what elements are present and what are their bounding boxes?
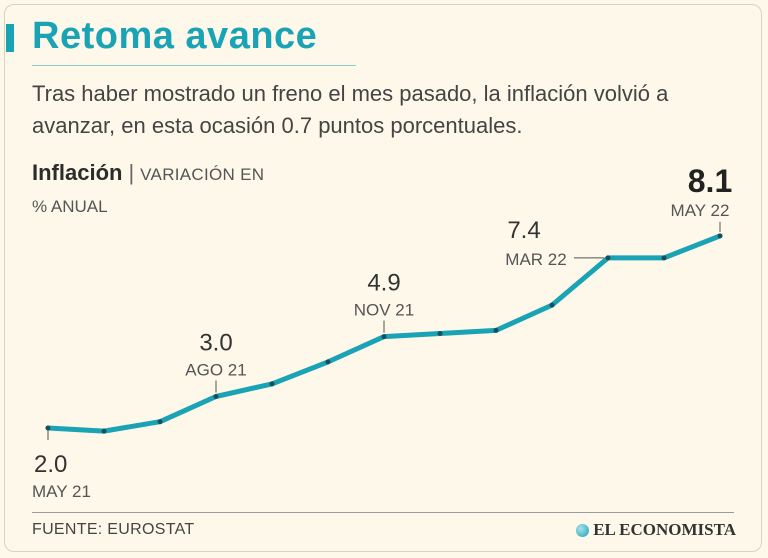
data-point xyxy=(269,381,275,387)
data-point xyxy=(661,255,667,261)
logo-icon xyxy=(576,523,590,537)
annotation-value: 3.0 xyxy=(199,330,232,357)
footer-divider xyxy=(32,512,734,513)
data-point xyxy=(493,327,499,333)
annotation-value-highlight: 8.1 xyxy=(688,163,732,199)
data-point xyxy=(45,425,51,431)
data-point xyxy=(605,255,611,261)
chart-units-line1: VARIACIÓN EN xyxy=(140,165,265,184)
chart-units-line2: % ANUAL xyxy=(32,197,108,216)
annotation-label: AGO 21 xyxy=(185,361,246,380)
chart-title: Inflación | VARIACIÓN EN xyxy=(32,160,264,186)
data-point xyxy=(325,359,331,365)
chart-title-separator: | xyxy=(128,160,135,185)
data-point xyxy=(101,428,107,434)
annotation-label: MAY 22 xyxy=(671,201,730,220)
logo-text: EL ECONOMISTA xyxy=(593,520,736,539)
annotation-label: MAY 21 xyxy=(32,482,91,501)
data-point xyxy=(381,334,387,340)
data-point xyxy=(437,331,443,336)
source-note: FUENTE: EUROSTAT xyxy=(32,521,195,538)
annotation-value: 2.0 xyxy=(34,451,67,478)
publisher-logo: EL ECONOMISTA xyxy=(576,520,736,540)
data-point xyxy=(549,302,555,308)
title-accent-bar xyxy=(6,24,14,52)
data-point xyxy=(213,394,219,399)
data-point xyxy=(157,419,163,425)
title-underline xyxy=(32,65,356,66)
page-title: Retoma avance xyxy=(32,15,318,57)
data-point xyxy=(717,233,723,239)
annotation-value: 4.9 xyxy=(367,270,400,297)
annotation-label: MAR 22 xyxy=(505,250,566,269)
chart-title-label: Inflación xyxy=(32,160,123,185)
subtitle: Tras haber mostrado un freno el mes pasa… xyxy=(32,81,669,138)
inflation-series-line xyxy=(45,233,723,434)
annotation-value: 7.4 xyxy=(507,217,540,244)
annotation-label: NOV 21 xyxy=(354,301,414,320)
card-frame xyxy=(4,4,762,552)
